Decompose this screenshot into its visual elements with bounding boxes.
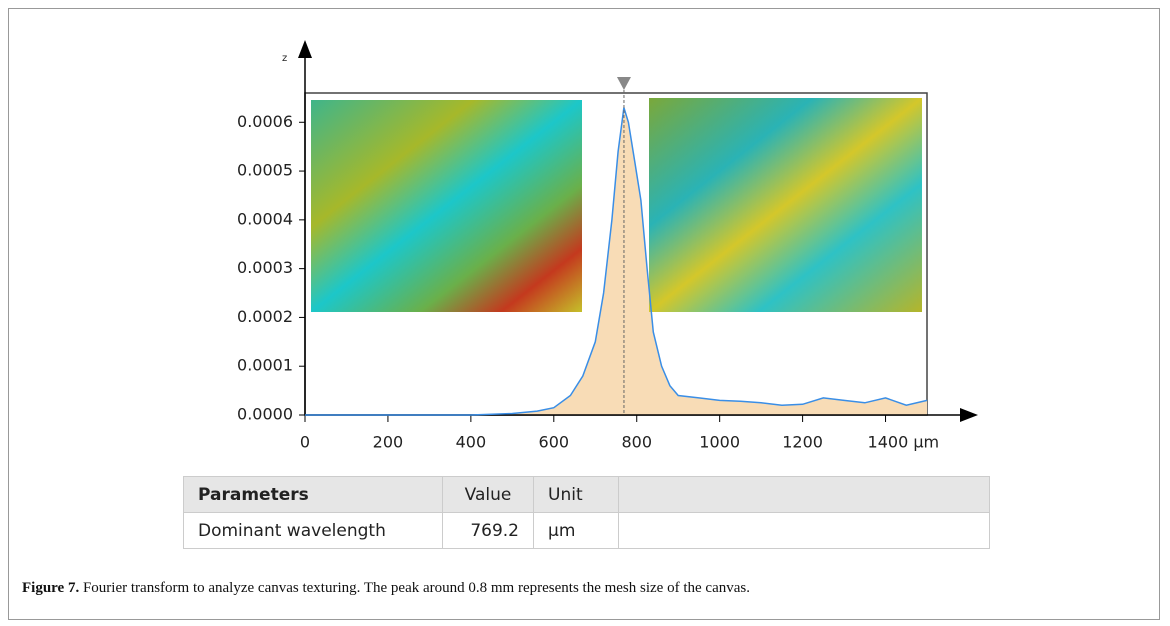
caption: Figure 7. Fourier transform to analyze c… [22, 580, 750, 597]
x-tick-label: 400 [456, 433, 487, 452]
surface-image-right [649, 98, 922, 312]
chart: z 0.0000 0.0001 0.0002 0.0003 0.0004 0.0005 0.… [237, 40, 978, 452]
x-tick-label: 0 [300, 433, 310, 452]
y-tick-label: 0.0005 [237, 161, 293, 180]
y-tick-label: 0.0002 [237, 307, 293, 326]
surface-image-left [311, 100, 582, 312]
table-header: Parameters [183, 476, 443, 513]
y-tick-label: 0.0004 [237, 209, 293, 228]
caption-text: Fourier transform to analyze canvas text… [82, 580, 750, 596]
table-header: Value [442, 476, 534, 513]
y-tick-label: 0.0003 [237, 258, 293, 277]
area-fill [305, 107, 927, 415]
x-arrow [960, 408, 978, 422]
y-arrow [298, 40, 312, 58]
y-tick-label: 0.0001 [237, 356, 293, 375]
table-cell [618, 512, 990, 549]
figure-frame [8, 8, 1160, 620]
x-tick-label: 200 [373, 433, 404, 452]
y-tick-label: 0.0000 [237, 405, 293, 424]
line [305, 107, 928, 416]
table-cell: µm [533, 512, 619, 549]
y-axis-label: z [282, 53, 287, 64]
x-tick-label: 1000 [699, 433, 740, 452]
x-tick-label: 800 [621, 433, 652, 452]
caption-label: Figure 7. [22, 580, 80, 596]
x-tick-label: 1400 µm [868, 433, 940, 452]
table-cell: 769.2 [442, 512, 534, 549]
x-tick-label: 1200 [782, 433, 823, 452]
parameters-table: Parameters Value Unit Dominant wavelengt… [183, 476, 990, 549]
table-header: Unit [533, 476, 619, 513]
table-cell: Dominant wavelength [183, 512, 443, 549]
peak-marker-handle [616, 77, 631, 90]
x-tick-label: 600 [539, 433, 570, 452]
table-cell [618, 476, 990, 513]
y-tick-label: 0.0006 [237, 112, 293, 131]
